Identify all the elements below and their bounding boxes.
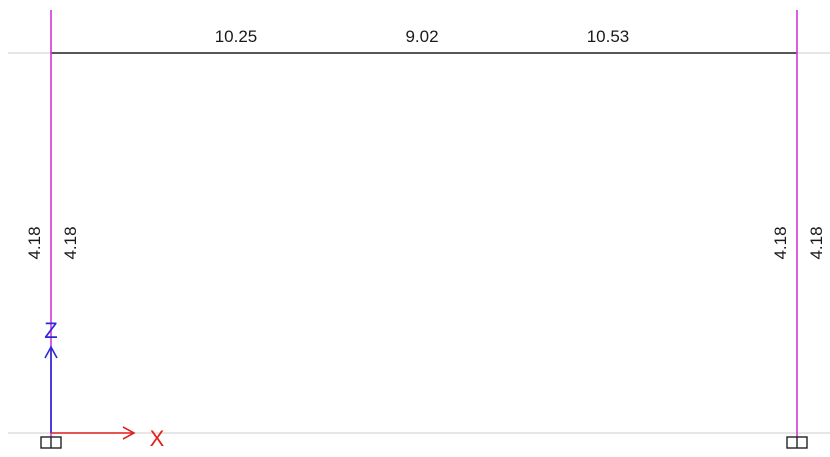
support-icon: [786, 436, 808, 449]
z-axis-arrow-icon: [44, 345, 58, 433]
column-left-inner-value: 4.18: [61, 226, 80, 259]
beam-value-3: 10.53: [587, 27, 630, 46]
column-right-inner-value: 4.18: [807, 226, 826, 259]
x-axis-arrow-icon: [51, 426, 136, 440]
beam-value-1: 10.25: [215, 27, 258, 46]
x-axis-label: X: [150, 426, 165, 451]
z-axis-label: Z: [44, 318, 57, 343]
column-left-outer-value: 4.18: [25, 226, 44, 259]
support-icon: [40, 436, 62, 449]
beam-value-2: 9.02: [405, 27, 438, 46]
column-right-outer-value: 4.18: [771, 226, 790, 259]
